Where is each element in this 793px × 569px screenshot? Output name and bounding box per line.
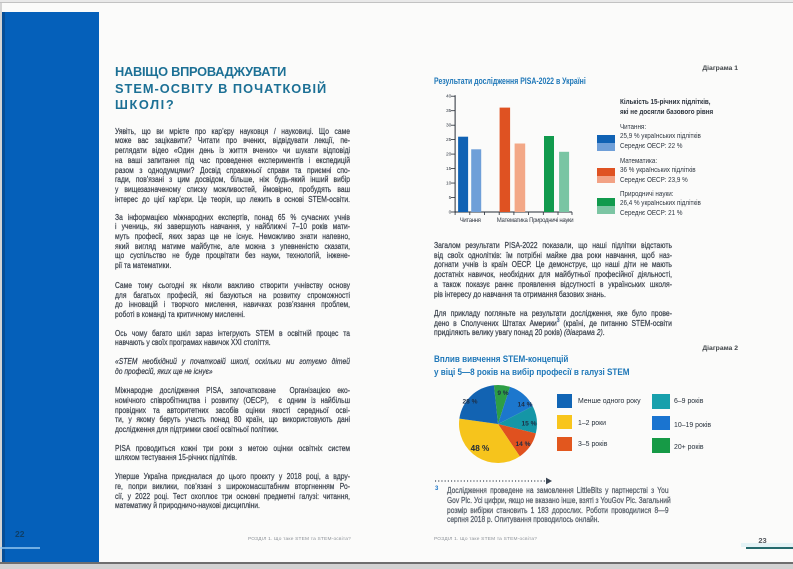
- svg-text:10: 10: [446, 181, 452, 187]
- svg-text:15 %: 15 %: [521, 421, 536, 428]
- svg-text:28 %: 28 %: [462, 399, 477, 406]
- svg-text:48 %: 48 %: [471, 444, 490, 453]
- svg-text:Читання: Читання: [460, 218, 481, 224]
- svg-text:35: 35: [446, 108, 452, 114]
- svg-text:15: 15: [446, 166, 452, 172]
- svg-text:14 %: 14 %: [517, 402, 532, 409]
- svg-text:25: 25: [446, 137, 452, 143]
- svg-text:Природничі науки: Природничі науки: [529, 218, 574, 224]
- svg-text:20: 20: [446, 152, 452, 158]
- svg-text:0: 0: [449, 210, 452, 216]
- svg-text:Математика: Математика: [497, 218, 529, 224]
- svg-text:40: 40: [446, 94, 452, 100]
- svg-text:14 %: 14 %: [515, 441, 530, 448]
- svg-text:9 %: 9 %: [497, 390, 508, 397]
- svg-text:30: 30: [446, 123, 452, 129]
- svg-text:5: 5: [449, 195, 452, 201]
